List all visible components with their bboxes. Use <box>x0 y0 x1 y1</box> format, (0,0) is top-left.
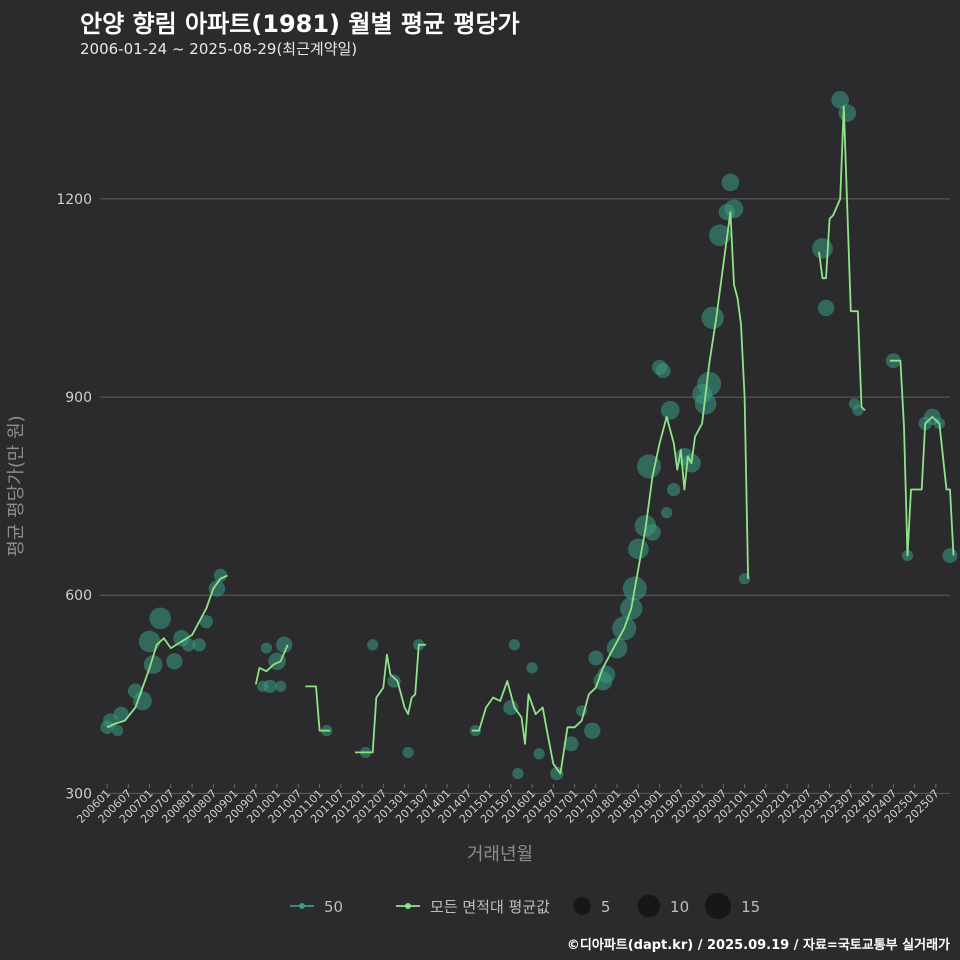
data-point <box>213 568 228 583</box>
x-axis-title: 거래년월 <box>467 844 533 865</box>
data-point <box>655 363 671 379</box>
size-legend-circle <box>637 894 661 918</box>
data-point <box>263 679 277 694</box>
data-point <box>260 642 273 654</box>
data-point <box>667 482 681 497</box>
source-caption: ©디아파트(dapt.kr) / 2025.09.19 / 자료=국토교통부 실… <box>566 938 950 953</box>
average-line-segment <box>889 359 955 557</box>
data-point <box>660 400 680 420</box>
data-point <box>112 725 124 737</box>
data-point <box>503 700 519 716</box>
data-point <box>942 548 958 564</box>
data-point <box>512 767 524 780</box>
y-tick-label: 600 <box>65 588 92 604</box>
data-point <box>199 614 213 629</box>
data-point <box>721 173 740 192</box>
data-point <box>627 538 649 560</box>
data-point <box>661 507 673 519</box>
x-axis-ticks: 2006012006072007012007072008012008072009… <box>74 784 942 826</box>
average-line-segment <box>254 644 289 685</box>
scatter-points <box>100 91 958 781</box>
size-legend-label: 15 <box>741 898 760 916</box>
data-point <box>133 691 152 711</box>
data-point <box>387 674 401 688</box>
data-point <box>606 637 628 659</box>
data-point <box>402 746 414 759</box>
data-point <box>838 104 857 122</box>
data-point <box>697 371 722 396</box>
data-point <box>113 706 129 722</box>
data-point <box>588 650 604 666</box>
data-point <box>812 238 833 259</box>
y-tick-label: 1200 <box>56 192 92 208</box>
y-axis-ticks: 300 600 900 1200 <box>56 192 92 802</box>
average-line <box>106 105 955 775</box>
data-point <box>367 639 379 651</box>
data-point <box>166 653 183 670</box>
data-point <box>149 607 172 630</box>
data-point <box>584 722 601 739</box>
data-point <box>508 639 520 651</box>
legend-key-dot-line <box>405 903 411 909</box>
data-point <box>694 392 717 415</box>
data-point <box>138 630 161 653</box>
average-line-segment <box>305 685 331 732</box>
size-legend-circle <box>704 892 732 920</box>
legend-key-dot-points <box>299 903 305 909</box>
chart-title: 안양 향림 아파트(1981) 월별 평균 평당가 <box>80 10 520 38</box>
data-point <box>701 306 724 330</box>
data-point <box>636 454 661 479</box>
legend-label-points: 50 <box>324 898 343 916</box>
data-point <box>817 299 835 317</box>
size-legend-label: 5 <box>601 898 611 916</box>
average-line-segment <box>471 211 749 775</box>
chart-subtitle: 2006-01-24 ~ 2025-08-29(최근계약일) <box>80 40 358 58</box>
average-line-segment <box>106 574 228 729</box>
data-point <box>644 524 661 541</box>
data-point <box>275 636 293 653</box>
y-tick-label: 900 <box>65 390 92 406</box>
data-point <box>708 224 731 247</box>
data-point <box>526 662 538 674</box>
y-axis-title: 평균 평당가(만 원) <box>6 415 27 556</box>
legend-label-line: 모든 면적대 평균값 <box>430 898 550 916</box>
data-point <box>533 748 545 760</box>
data-point <box>852 404 864 416</box>
average-line-segment <box>818 105 866 411</box>
size-legend-circle <box>573 897 591 915</box>
data-point <box>192 638 206 652</box>
legend: 50 모든 면적대 평균값 5 10 15 <box>290 892 760 920</box>
data-point <box>275 680 287 692</box>
data-point <box>831 91 850 109</box>
data-point <box>724 199 744 219</box>
size-legend-label: 10 <box>670 898 689 916</box>
data-point <box>563 736 579 752</box>
y-tick-label: 300 <box>65 786 92 802</box>
data-point <box>181 638 196 652</box>
average-line-segment <box>355 643 426 754</box>
grid-lines <box>100 198 950 794</box>
